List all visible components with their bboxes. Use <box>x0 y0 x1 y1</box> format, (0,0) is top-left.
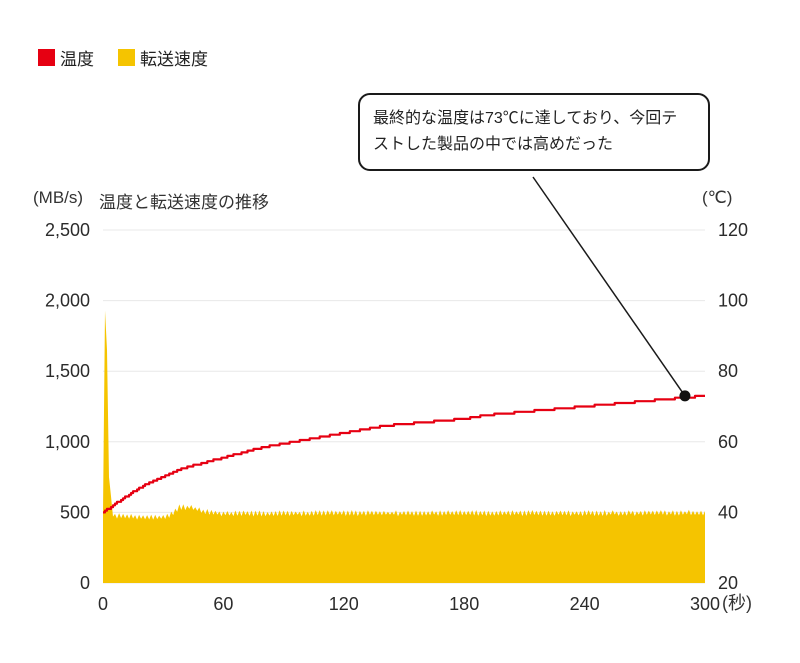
legend: 温度 転送速度 <box>38 45 208 70</box>
y-left-tick-label: 1,000 <box>45 432 90 452</box>
temperature-swatch-icon <box>38 49 55 66</box>
x-tick-label: 300 <box>690 594 720 614</box>
callout-text-line-2: ストした製品の中では高めだった <box>373 135 614 153</box>
x-axis-unit: (秒) <box>722 593 752 613</box>
y-right-tick-label: 40 <box>718 502 738 522</box>
annotation-dot <box>679 390 691 402</box>
x-tick-label: 240 <box>570 594 600 614</box>
y-left-tick-label: 1,500 <box>45 361 90 381</box>
y-left-tick-label: 2,500 <box>45 220 90 240</box>
y-left-tick-label: 0 <box>80 573 90 593</box>
y-right-tick-label: 80 <box>718 361 738 381</box>
legend-label-temperature: 温度 <box>60 50 94 69</box>
annotation-callout: 最終的な温度は73℃に達しており、今回テ ストした製品の中では高めだった <box>358 93 710 171</box>
y-right-tick-label: 120 <box>718 220 748 240</box>
x-tick-label: 180 <box>449 594 479 614</box>
left-axis-unit: (MB/s) <box>33 188 84 207</box>
chart-title: 温度と転送速度の推移 <box>99 193 269 212</box>
x-tick-label: 120 <box>329 594 359 614</box>
y-right-tick-label: 20 <box>718 573 738 593</box>
y-right-tick-label: 100 <box>718 291 748 311</box>
legend-label-transfer-speed: 転送速度 <box>140 50 208 69</box>
callout-text-line-1: 最終的な温度は73℃に達しており、今回テ <box>373 110 678 127</box>
x-tick-label: 0 <box>98 594 108 614</box>
legend-item-transfer-speed: 転送速度 <box>118 45 208 70</box>
callout-connector-line <box>532 176 686 397</box>
y-right-tick-label: 60 <box>718 432 738 452</box>
legend-item-temperature: 温度 <box>38 45 94 70</box>
y-left-tick-label: 500 <box>60 502 90 522</box>
x-tick-label: 60 <box>213 594 233 614</box>
right-axis-unit: (℃) <box>702 188 733 207</box>
y-left-tick-label: 2,000 <box>45 291 90 311</box>
transfer-speed-area <box>103 310 705 583</box>
transfer-speed-swatch-icon <box>118 49 135 66</box>
temperature-line <box>103 394 705 514</box>
